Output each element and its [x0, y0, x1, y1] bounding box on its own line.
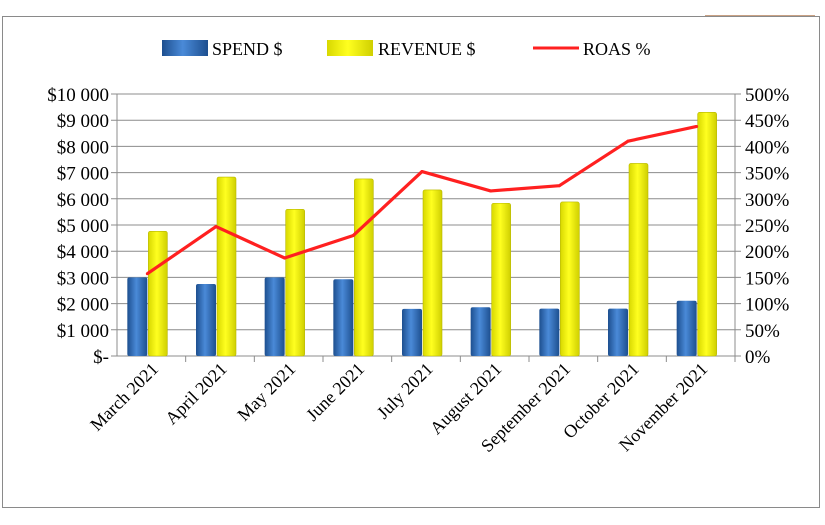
- roas-point: [695, 124, 699, 128]
- x-tick-label: March 2021: [86, 359, 162, 435]
- bar-revenue: [285, 208, 305, 357]
- bar-revenue: [354, 178, 374, 357]
- left-tick-label: $-: [93, 347, 109, 368]
- x-tick-label: July 2021: [373, 359, 437, 423]
- bar-revenue: [560, 201, 580, 357]
- bar-revenue: [491, 202, 511, 357]
- right-tick-label: 200%: [745, 242, 790, 263]
- left-tick-label: $9 000: [57, 111, 109, 132]
- bar-spend: [196, 283, 216, 356]
- right-tick-label: 0%: [745, 347, 771, 368]
- roas-point: [351, 233, 355, 237]
- right-tick-label: 50%: [745, 321, 780, 342]
- legend-swatch-spend: [162, 40, 208, 56]
- right-tick-label: 400%: [745, 137, 790, 158]
- left-tick-label: $6 000: [57, 190, 109, 211]
- bar-revenue: [148, 230, 168, 357]
- bar-spend: [676, 300, 697, 356]
- bar-spend: [402, 308, 422, 356]
- chart-frame: [2, 16, 820, 508]
- legend: SPEND $ REVENUE $ ROAS %: [162, 39, 651, 59]
- roas-point: [489, 189, 493, 193]
- bar-spend: [470, 307, 491, 356]
- bar-revenue: [628, 163, 649, 357]
- legend-label-roas: ROAS %: [583, 39, 651, 59]
- roas-point: [626, 139, 630, 143]
- right-tick-label: 100%: [745, 295, 790, 316]
- left-tick-label: $1 000: [57, 321, 109, 342]
- left-tick-label: $7 000: [57, 164, 109, 185]
- left-tick-label: $5 000: [57, 216, 109, 237]
- legend-label-spend: SPEND $: [212, 39, 283, 59]
- right-tick-label: 450%: [745, 111, 790, 132]
- roas-point: [557, 184, 561, 188]
- legend-label-revenue: REVENUE $: [378, 39, 476, 59]
- left-tick-label: $4 000: [57, 242, 109, 263]
- roas-point: [214, 225, 218, 229]
- roas-point: [420, 170, 424, 174]
- bar-spend: [539, 308, 560, 356]
- bar-spend: [333, 279, 354, 356]
- bar-revenue: [697, 112, 717, 357]
- legend-swatch-revenue: [327, 40, 373, 56]
- x-tick-label: May 2021: [233, 359, 299, 425]
- bar-spend: [608, 308, 628, 356]
- right-tick-label: 150%: [745, 268, 790, 289]
- x-tick-label: April 2021: [161, 359, 231, 429]
- bar-spend: [127, 277, 148, 356]
- right-tick-label: 300%: [745, 190, 790, 211]
- left-tick-label: $10 000: [47, 85, 109, 106]
- right-tick-label: 250%: [745, 216, 790, 237]
- bar-revenue: [216, 176, 237, 357]
- x-tick-label: June 2021: [302, 359, 368, 425]
- bar-spend: [264, 277, 285, 356]
- left-tick-label: $8 000: [57, 137, 109, 158]
- left-tick-label: $3 000: [57, 268, 109, 289]
- bar-revenue: [422, 189, 443, 357]
- roas-point: [145, 272, 149, 276]
- right-tick-label: 500%: [745, 85, 790, 106]
- left-tick-label: $2 000: [57, 295, 109, 316]
- right-tick-label: 350%: [745, 164, 790, 185]
- roas-point: [283, 256, 287, 260]
